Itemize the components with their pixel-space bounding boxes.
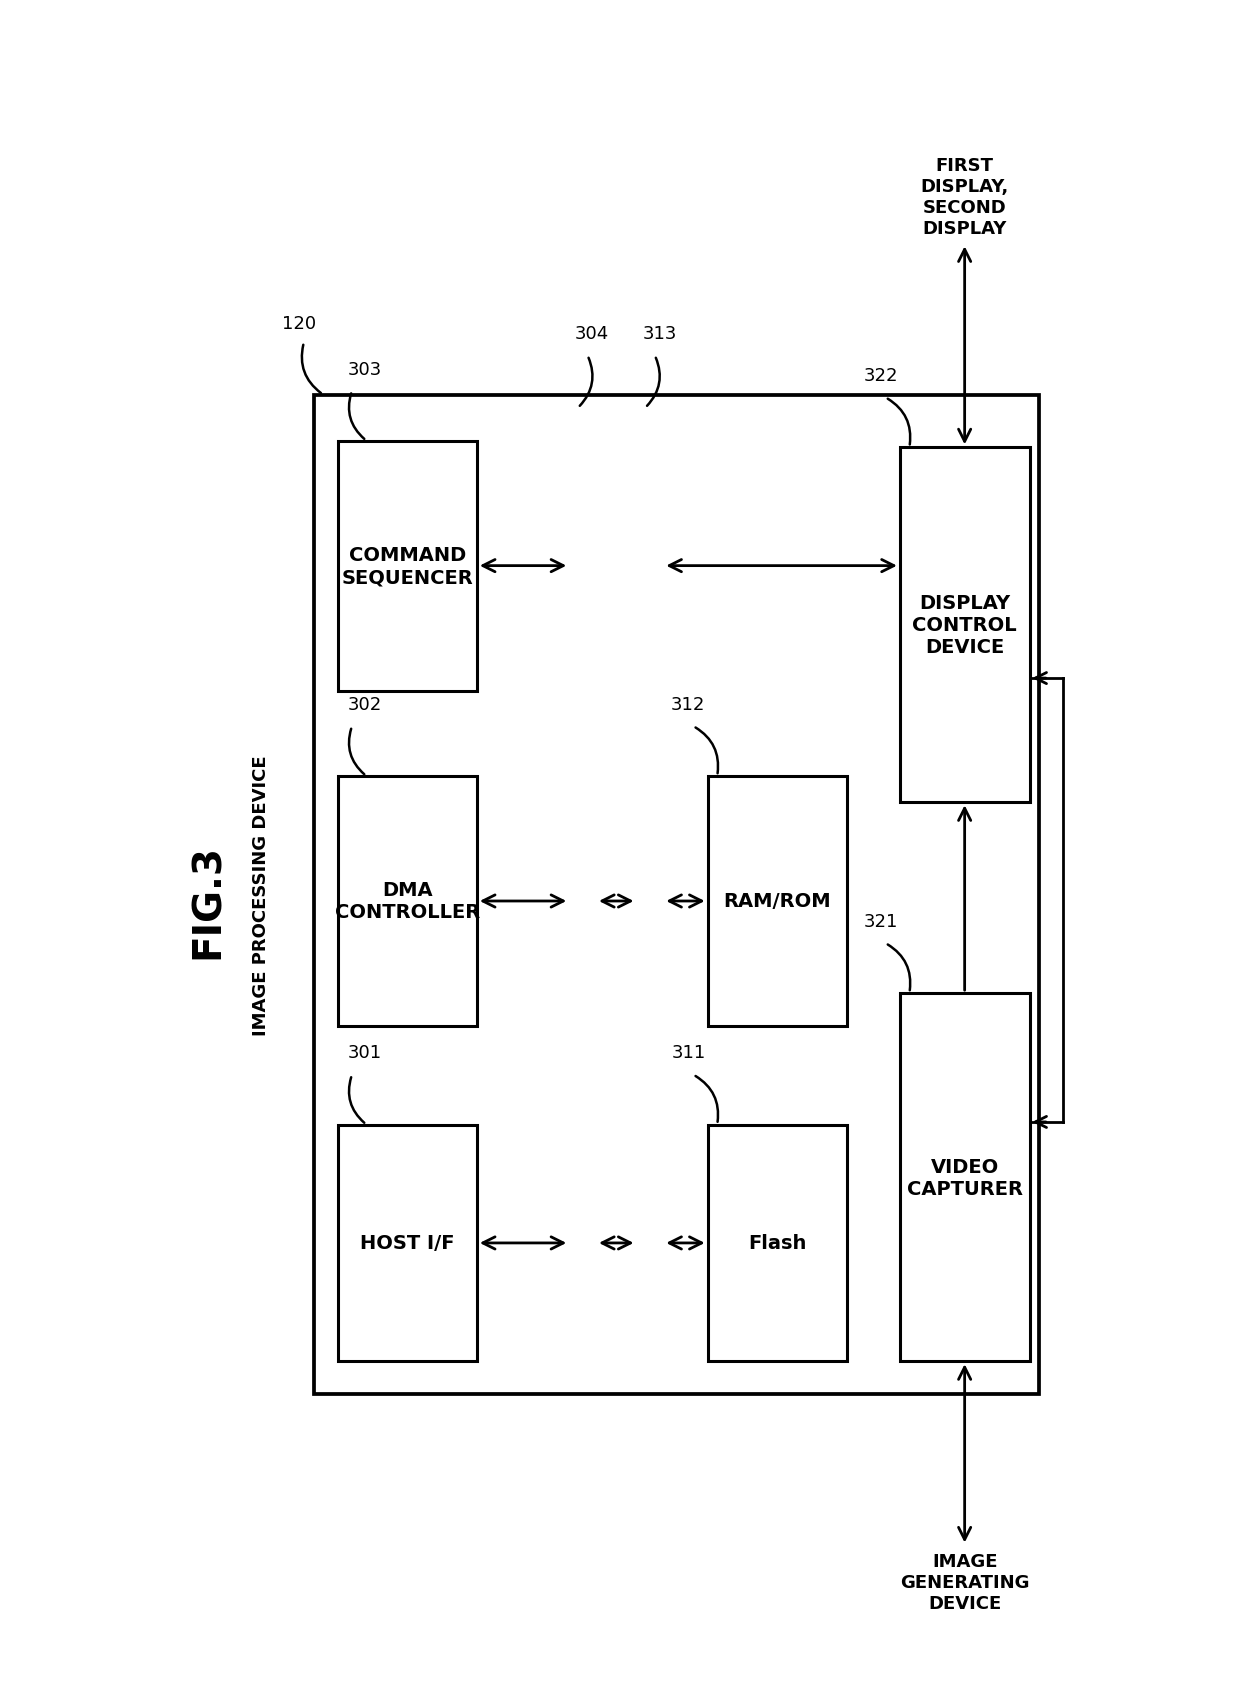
Bar	[900, 993, 1029, 1362]
Text: 120: 120	[281, 314, 316, 333]
Text: FIG.3: FIG.3	[188, 843, 227, 959]
Text: 313: 313	[642, 324, 677, 343]
FancyBboxPatch shape	[569, 415, 596, 1374]
Text: 303: 303	[347, 360, 382, 379]
Text: 302: 302	[347, 695, 382, 714]
Text: 311: 311	[671, 1045, 706, 1062]
Bar	[337, 777, 477, 1026]
Text: RAM/ROM: RAM/ROM	[723, 893, 831, 912]
Text: HOST I/F: HOST I/F	[360, 1234, 455, 1253]
Text: IMAGE
GENERATING
DEVICE: IMAGE GENERATING DEVICE	[900, 1552, 1029, 1611]
Text: IMAGE PROCESSING DEVICE: IMAGE PROCESSING DEVICE	[252, 754, 270, 1034]
FancyBboxPatch shape	[636, 415, 663, 1374]
Bar	[337, 1125, 477, 1362]
Bar	[900, 447, 1029, 802]
Text: DMA
CONTROLLER: DMA CONTROLLER	[335, 881, 480, 922]
Bar	[337, 442, 477, 691]
Text: FIRST
DISPLAY,
SECOND
DISPLAY: FIRST DISPLAY, SECOND DISPLAY	[920, 157, 1009, 237]
Text: 322: 322	[863, 367, 898, 384]
Text: Flash: Flash	[748, 1234, 806, 1253]
Text: VIDEO
CAPTURER: VIDEO CAPTURER	[906, 1157, 1023, 1198]
Text: 321: 321	[863, 913, 898, 930]
Text: COMMAND
SEQUENCER: COMMAND SEQUENCER	[341, 546, 474, 587]
Bar	[708, 777, 847, 1026]
Text: 312: 312	[671, 695, 706, 714]
Text: 304: 304	[575, 324, 609, 343]
Bar	[708, 1125, 847, 1362]
Text: 301: 301	[347, 1045, 382, 1062]
Bar	[314, 396, 1039, 1395]
Text: DISPLAY
CONTROL
DEVICE: DISPLAY CONTROL DEVICE	[913, 594, 1017, 657]
